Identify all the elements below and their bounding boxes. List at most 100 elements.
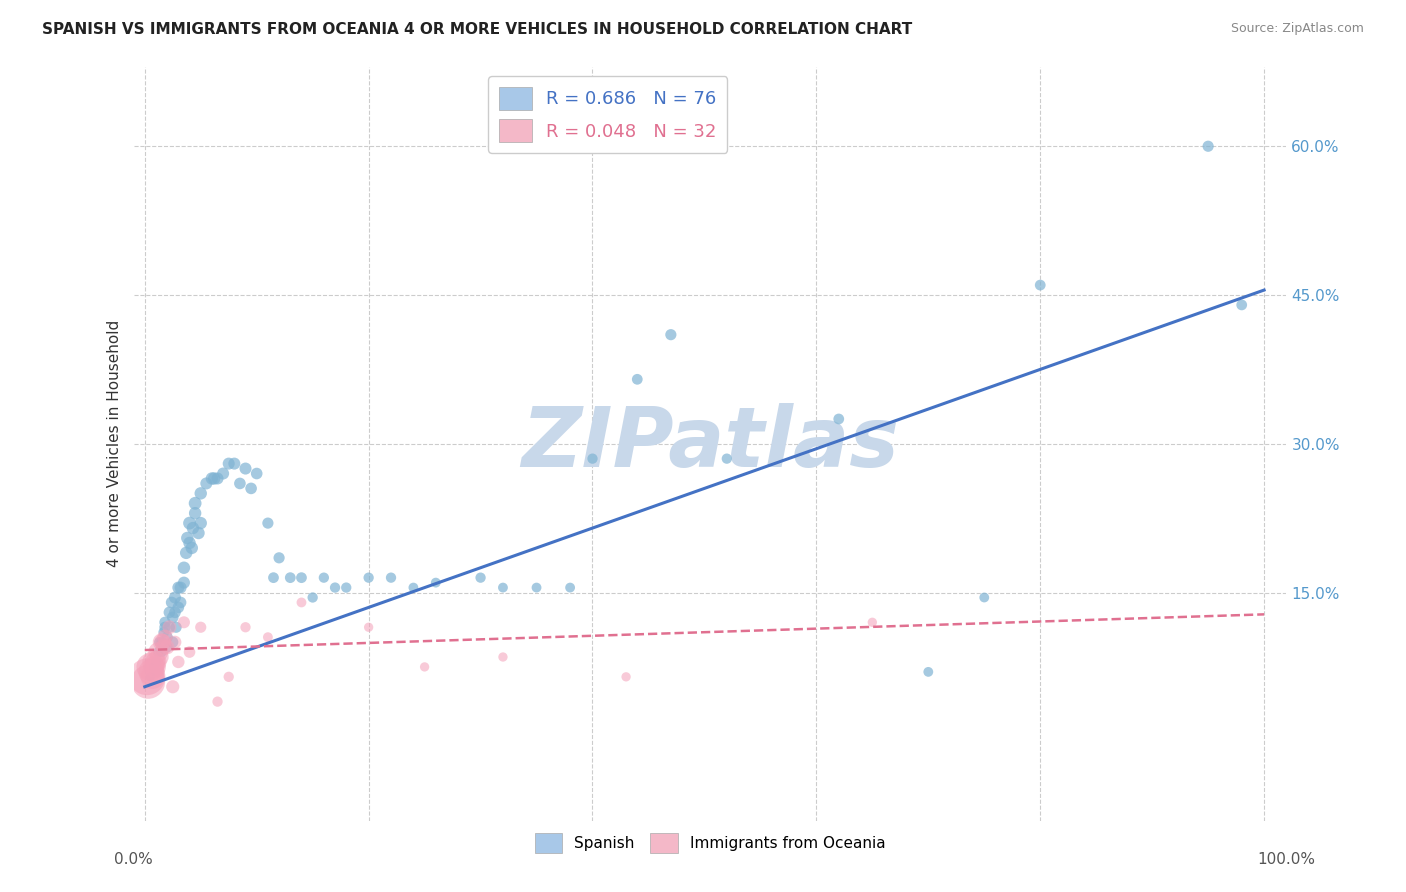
Point bbox=[425, 575, 447, 590]
Point bbox=[176, 531, 198, 545]
Point bbox=[201, 471, 224, 485]
Point bbox=[163, 635, 186, 649]
Point bbox=[173, 615, 195, 630]
Point bbox=[263, 571, 285, 585]
Point bbox=[150, 635, 173, 649]
Point bbox=[148, 645, 170, 659]
Point bbox=[153, 630, 176, 644]
Point bbox=[492, 650, 515, 665]
Point bbox=[163, 606, 186, 620]
Point bbox=[257, 516, 280, 530]
Point bbox=[142, 655, 165, 669]
Point bbox=[139, 660, 162, 674]
Point bbox=[224, 457, 246, 471]
Point bbox=[1029, 278, 1052, 293]
Point bbox=[190, 516, 212, 530]
Point bbox=[190, 486, 212, 500]
Point bbox=[136, 674, 159, 689]
Point bbox=[184, 506, 207, 520]
Point bbox=[179, 536, 201, 550]
Point bbox=[179, 516, 201, 530]
Point bbox=[142, 660, 165, 674]
Point bbox=[136, 670, 159, 684]
Point bbox=[181, 521, 204, 535]
Point bbox=[492, 581, 515, 595]
Point bbox=[148, 645, 170, 659]
Point bbox=[357, 620, 380, 634]
Point bbox=[614, 670, 637, 684]
Point bbox=[659, 327, 682, 342]
Point bbox=[335, 581, 357, 595]
Point bbox=[218, 457, 240, 471]
Point bbox=[152, 635, 174, 649]
Point bbox=[1197, 139, 1219, 153]
Text: SPANISH VS IMMIGRANTS FROM OCEANIA 4 OR MORE VEHICLES IN HOUSEHOLD CORRELATION C: SPANISH VS IMMIGRANTS FROM OCEANIA 4 OR … bbox=[42, 22, 912, 37]
Point bbox=[160, 595, 183, 609]
Point bbox=[148, 650, 170, 665]
Point bbox=[323, 581, 346, 595]
Legend: Spanish, Immigrants from Oceania: Spanish, Immigrants from Oceania bbox=[526, 824, 894, 862]
Point bbox=[163, 591, 186, 605]
Point bbox=[380, 571, 402, 585]
Point bbox=[212, 467, 235, 481]
Point bbox=[246, 467, 269, 481]
Point bbox=[145, 655, 167, 669]
Point bbox=[240, 482, 263, 496]
Point bbox=[716, 451, 738, 466]
Point bbox=[558, 581, 581, 595]
Point bbox=[167, 581, 190, 595]
Point bbox=[312, 571, 335, 585]
Point bbox=[190, 620, 212, 634]
Point bbox=[290, 571, 312, 585]
Point bbox=[828, 412, 851, 426]
Point bbox=[167, 600, 190, 615]
Point bbox=[165, 620, 187, 634]
Point bbox=[169, 581, 191, 595]
Point bbox=[156, 630, 179, 644]
Point bbox=[157, 620, 180, 634]
Point bbox=[917, 665, 939, 679]
Point bbox=[150, 645, 173, 659]
Point bbox=[162, 680, 184, 694]
Point bbox=[169, 595, 191, 609]
Point bbox=[1230, 298, 1253, 312]
Text: 100.0%: 100.0% bbox=[1257, 852, 1316, 867]
Point bbox=[402, 581, 425, 595]
Point bbox=[301, 591, 323, 605]
Point bbox=[157, 606, 180, 620]
Point bbox=[235, 620, 257, 634]
Point bbox=[141, 665, 163, 679]
Point bbox=[581, 451, 603, 466]
Point bbox=[156, 640, 179, 654]
Point bbox=[180, 541, 202, 555]
Point bbox=[167, 655, 190, 669]
Point bbox=[152, 640, 174, 654]
Point bbox=[257, 630, 280, 644]
Point bbox=[139, 670, 162, 684]
Point bbox=[145, 655, 167, 669]
Text: ZIPatlas: ZIPatlas bbox=[522, 403, 898, 484]
Point bbox=[290, 595, 312, 609]
Point bbox=[162, 635, 184, 649]
Text: Source: ZipAtlas.com: Source: ZipAtlas.com bbox=[1230, 22, 1364, 36]
Point bbox=[278, 571, 301, 585]
Point bbox=[357, 571, 380, 585]
Point bbox=[145, 665, 167, 679]
Point bbox=[229, 476, 252, 491]
Point bbox=[173, 560, 195, 574]
Point bbox=[184, 496, 207, 510]
Point bbox=[235, 461, 257, 475]
Point bbox=[157, 620, 180, 634]
Point bbox=[218, 670, 240, 684]
Point bbox=[202, 471, 225, 485]
Point bbox=[187, 526, 209, 541]
Point bbox=[153, 615, 176, 630]
Point bbox=[162, 610, 184, 624]
Text: 0.0%: 0.0% bbox=[114, 852, 153, 867]
Point bbox=[179, 645, 201, 659]
Point bbox=[626, 372, 648, 386]
Point bbox=[207, 695, 229, 709]
Point bbox=[152, 625, 174, 640]
Point bbox=[267, 550, 290, 565]
Point bbox=[195, 476, 218, 491]
